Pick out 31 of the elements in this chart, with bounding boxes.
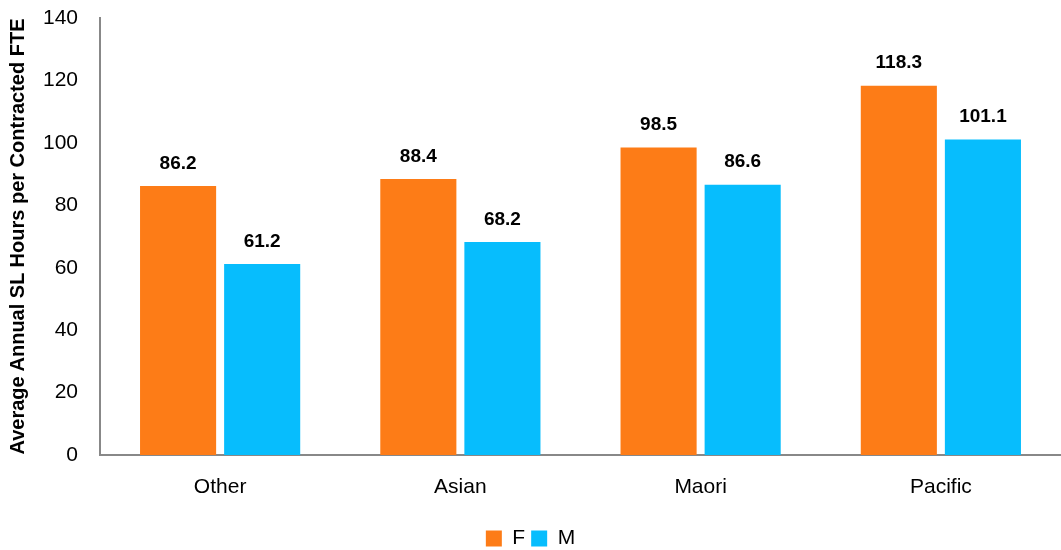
bar	[380, 179, 457, 455]
data-label: 86.2	[159, 151, 197, 173]
bar	[464, 242, 541, 455]
x-tick-label: Maori	[674, 474, 727, 498]
bar	[224, 263, 301, 455]
data-label: 101.1	[959, 105, 1008, 127]
y-tick-label: 120	[42, 67, 78, 91]
y-tick-label: 0	[66, 441, 78, 465]
data-label: 86.6	[724, 150, 762, 172]
legend-label: F	[512, 525, 526, 549]
x-tick-label: Asian	[434, 474, 487, 498]
y-tick-label: 140	[42, 4, 78, 28]
data-label: 88.4	[399, 144, 438, 166]
data-label: 98.5	[640, 113, 678, 135]
bar	[620, 147, 697, 455]
y-tick-label: 20	[54, 379, 78, 403]
data-label: 61.2	[243, 229, 281, 251]
y-tick-label: 60	[54, 254, 78, 278]
data-label: 118.3	[875, 51, 923, 73]
y-axis-title: Average Annual SL Hours per Contracted FTE	[5, 18, 28, 455]
x-tick-label: Pacific	[909, 474, 972, 498]
bar	[860, 85, 937, 455]
y-tick-label: 40	[54, 316, 78, 340]
bar	[140, 185, 217, 455]
bar	[944, 139, 1021, 455]
legend-label: M	[557, 525, 576, 549]
y-tick-label: 100	[42, 129, 78, 153]
x-tick-label: Other	[193, 474, 247, 498]
data-label: 68.2	[483, 207, 521, 229]
bar	[704, 184, 781, 455]
y-tick-label: 80	[54, 192, 78, 216]
